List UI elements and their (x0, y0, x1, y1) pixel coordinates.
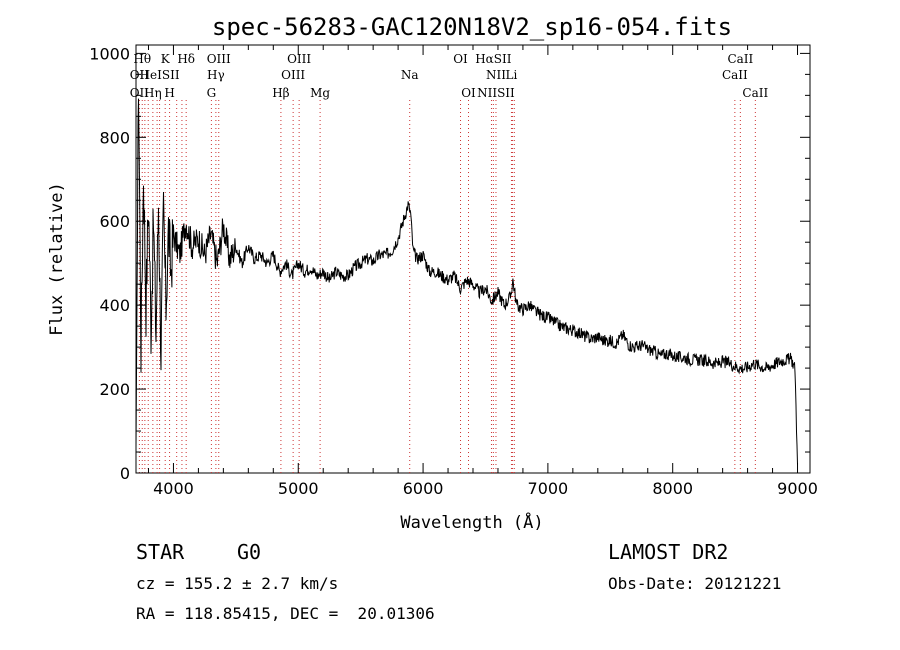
line-label: CaII (727, 52, 753, 66)
emission-line-markers (138, 100, 756, 473)
survey-label: LAMOST DR2 (608, 540, 729, 564)
y-tick-label: 0 (120, 464, 130, 483)
line-label: Li (506, 68, 518, 82)
y-tick-label: 800 (99, 128, 130, 147)
line-label: Hγ (207, 68, 225, 82)
y-tick-label: 600 (99, 212, 130, 231)
x-tick-label: 8000 (652, 479, 693, 498)
line-label: Mg (310, 86, 330, 100)
x-axis-label: Wavelength (Å) (400, 511, 543, 533)
chart-title: spec-56283-GAC120N18V2_sp16-054.fits (212, 13, 732, 41)
line-label: OIII (281, 68, 305, 82)
x-axis: 4000 5000 6000 7000 8000 9000 (147, 45, 818, 498)
coordinates-label: RA = 118.85415, DEC = 20.01306 (136, 604, 435, 623)
object-class-label: STAR (136, 540, 185, 564)
line-label: H (164, 86, 174, 100)
line-label: NII (486, 68, 506, 82)
redshift-label: cz = 155.2 ± 2.7 km/s (136, 574, 339, 593)
y-axis: 0 200 400 600 800 1000 (89, 44, 810, 483)
plot-frame (135, 44, 811, 474)
obs-date-label: Obs-Date: 20121221 (608, 574, 782, 593)
line-label: NIISII (477, 86, 515, 100)
line-label: Na (401, 68, 419, 82)
y-tick-label: 1000 (89, 44, 130, 63)
line-label: OI (461, 86, 476, 100)
line-label: HαSII (475, 52, 512, 66)
x-tick-label: 5000 (278, 479, 319, 498)
line-label: Hδ (177, 52, 195, 66)
line-label: OIII (207, 52, 231, 66)
y-axis-label: Flux (relative) (47, 182, 67, 336)
line-label: OIII (287, 52, 311, 66)
line-label: Hη (144, 86, 162, 100)
line-label: OI (453, 52, 468, 66)
spectrum-series-line (135, 98, 798, 465)
x-tick-label: 9000 (777, 479, 818, 498)
x-tick-label: 4000 (153, 479, 194, 498)
line-label: K (161, 52, 171, 66)
line-label: Hθ (133, 52, 151, 66)
line-label: OII (130, 68, 150, 82)
line-label: OII (130, 86, 150, 100)
x-tick-label: 7000 (528, 479, 569, 498)
x-tick-label: 6000 (403, 479, 444, 498)
line-label: G (207, 86, 217, 100)
y-tick-label: 200 (99, 380, 130, 399)
line-label: CaII (722, 68, 748, 82)
object-subclass-label: G0 (237, 540, 262, 564)
y-tick-label: 400 (99, 296, 130, 315)
line-label: CaII (742, 86, 768, 100)
line-label: HeISII (140, 68, 180, 82)
line-label: Hβ (272, 86, 289, 100)
